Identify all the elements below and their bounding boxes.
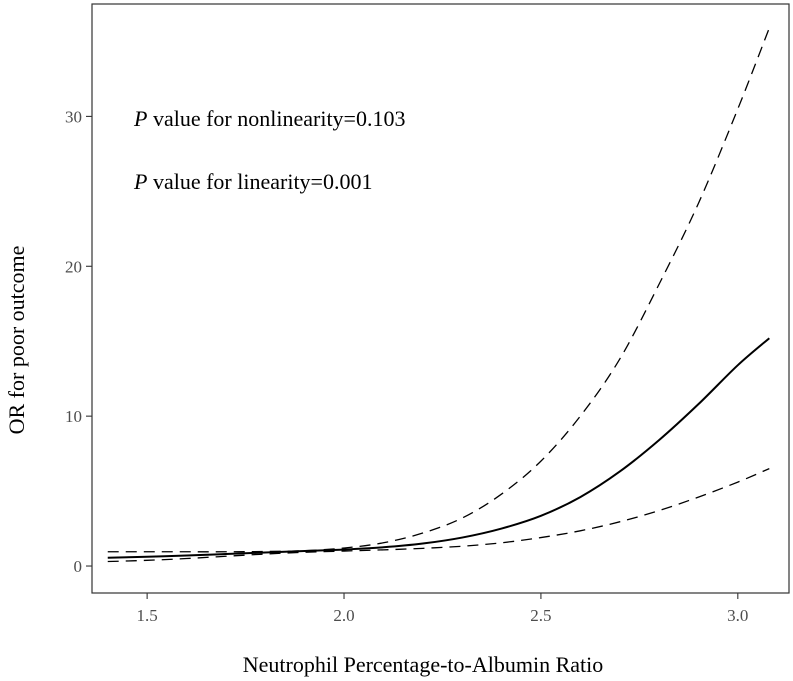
y-tick-label: 30: [65, 107, 82, 126]
axis-ticks: [86, 115, 739, 599]
series-line-lower-ci: [107, 468, 770, 563]
annotation-linearity-text: value for linearity=0.001: [147, 169, 372, 194]
x-tick-label: 3.0: [727, 606, 748, 625]
x-tick-label: 1.5: [137, 606, 158, 625]
y-tick-label: 10: [65, 407, 82, 426]
x-tick-label: 2.0: [333, 606, 354, 625]
annotation-nonlinearity: P value for nonlinearity=0.103: [133, 106, 405, 131]
annotation-nonlinearity-text: value for nonlinearity=0.103: [147, 106, 405, 131]
annotation-linearity-p: P: [133, 169, 147, 194]
y-tick-label: 0: [74, 557, 83, 576]
axis-tick-labels: 1.5 2.0 2.5 3.0 0 10 20 30: [65, 107, 748, 625]
x-axis-title: Neutrophil Percentage-to-Albumin Ratio: [243, 652, 603, 677]
series-lines: [107, 27, 770, 563]
plot-frame: [91, 3, 790, 594]
y-tick-label: 20: [65, 257, 82, 276]
series-line-or: [107, 337, 770, 559]
series-line-upper-ci: [107, 27, 770, 553]
annotation-nonlinearity-p: P: [133, 106, 147, 131]
annotation-linearity: P value for linearity=0.001: [133, 169, 372, 194]
y-axis-title: OR for poor outcome: [4, 246, 29, 435]
x-tick-label: 2.5: [530, 606, 551, 625]
